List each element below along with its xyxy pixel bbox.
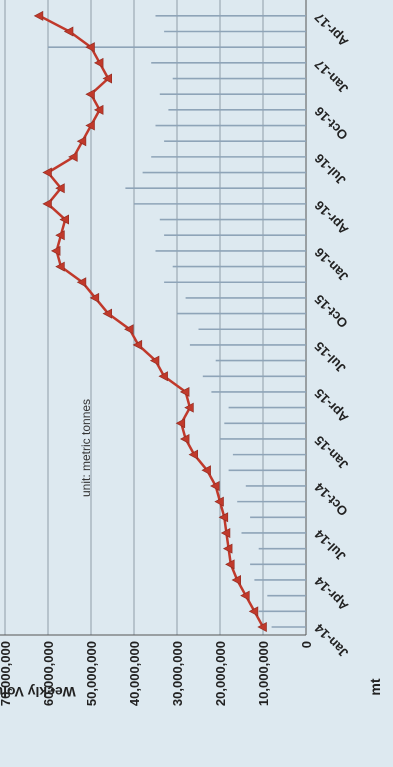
- y-tick-label: 40,000,000: [127, 641, 142, 706]
- y-axis-title: Weekly Volume: [0, 684, 76, 700]
- data-point-marker: [225, 559, 235, 570]
- data-point-marker: [85, 42, 95, 53]
- data-point-marker: [149, 355, 160, 366]
- y-tick-label: 10,000,000: [256, 641, 271, 706]
- data-point-marker: [85, 89, 95, 100]
- volume-bars: [48, 15, 306, 628]
- data-point-marker: [55, 261, 65, 272]
- data-point-marker: [184, 402, 194, 413]
- data-point-marker: [76, 136, 87, 147]
- data-point-marker: [76, 277, 87, 288]
- y-tick-label: 20,000,000: [213, 641, 228, 706]
- data-point-marker: [214, 496, 224, 507]
- data-point-marker: [257, 622, 267, 632]
- data-point-marker: [201, 465, 211, 476]
- data-point-marker: [240, 590, 250, 601]
- data-point-marker: [220, 527, 231, 538]
- y-tick-label: 50,000,000: [84, 641, 99, 706]
- data-point-marker: [33, 10, 44, 21]
- y-tick-labels: 70,000,000 60,000,000 50,000,000 40,000,000…: [0, 641, 314, 706]
- data-point-marker: [59, 214, 69, 225]
- data-point-marker: [132, 339, 143, 350]
- data-point-marker: [248, 606, 259, 617]
- data-point-marker: [179, 386, 190, 397]
- data-point-marker: [231, 574, 241, 585]
- data-point-marker: [158, 371, 168, 382]
- data-point-marker: [63, 26, 74, 37]
- data-point-marker: [218, 512, 229, 523]
- data-point-marker: [102, 73, 112, 84]
- volume-line-series: [33, 10, 267, 632]
- data-point-marker: [93, 57, 104, 68]
- data-point-marker: [93, 104, 104, 115]
- gridlines: [4, 0, 264, 635]
- data-point-marker: [42, 167, 52, 178]
- data-point-marker: [179, 433, 190, 444]
- series-line: [38, 14, 265, 628]
- y-tick-label: 30,000,000: [170, 641, 185, 706]
- unit-annotation: unit: metric tonnes: [79, 399, 93, 497]
- y-tick-label: 70,000,000: [0, 641, 13, 706]
- data-point-marker: [89, 292, 100, 303]
- y-tick-label: 0: [299, 641, 314, 648]
- data-point-marker: [124, 324, 134, 335]
- data-point-marker: [55, 183, 65, 194]
- data-point-marker: [222, 543, 233, 554]
- data-point-marker: [188, 449, 198, 460]
- data-point-marker: [210, 480, 220, 491]
- data-point-marker: [50, 245, 61, 256]
- data-point-marker: [42, 198, 52, 209]
- unit-label: mt: [367, 678, 383, 695]
- data-point-marker: [68, 151, 78, 162]
- data-point-marker: [85, 120, 95, 131]
- y-tick-label: 60,000,000: [41, 641, 56, 706]
- data-point-marker: [175, 418, 186, 429]
- data-point-marker: [102, 308, 112, 319]
- data-point-marker: [55, 230, 65, 241]
